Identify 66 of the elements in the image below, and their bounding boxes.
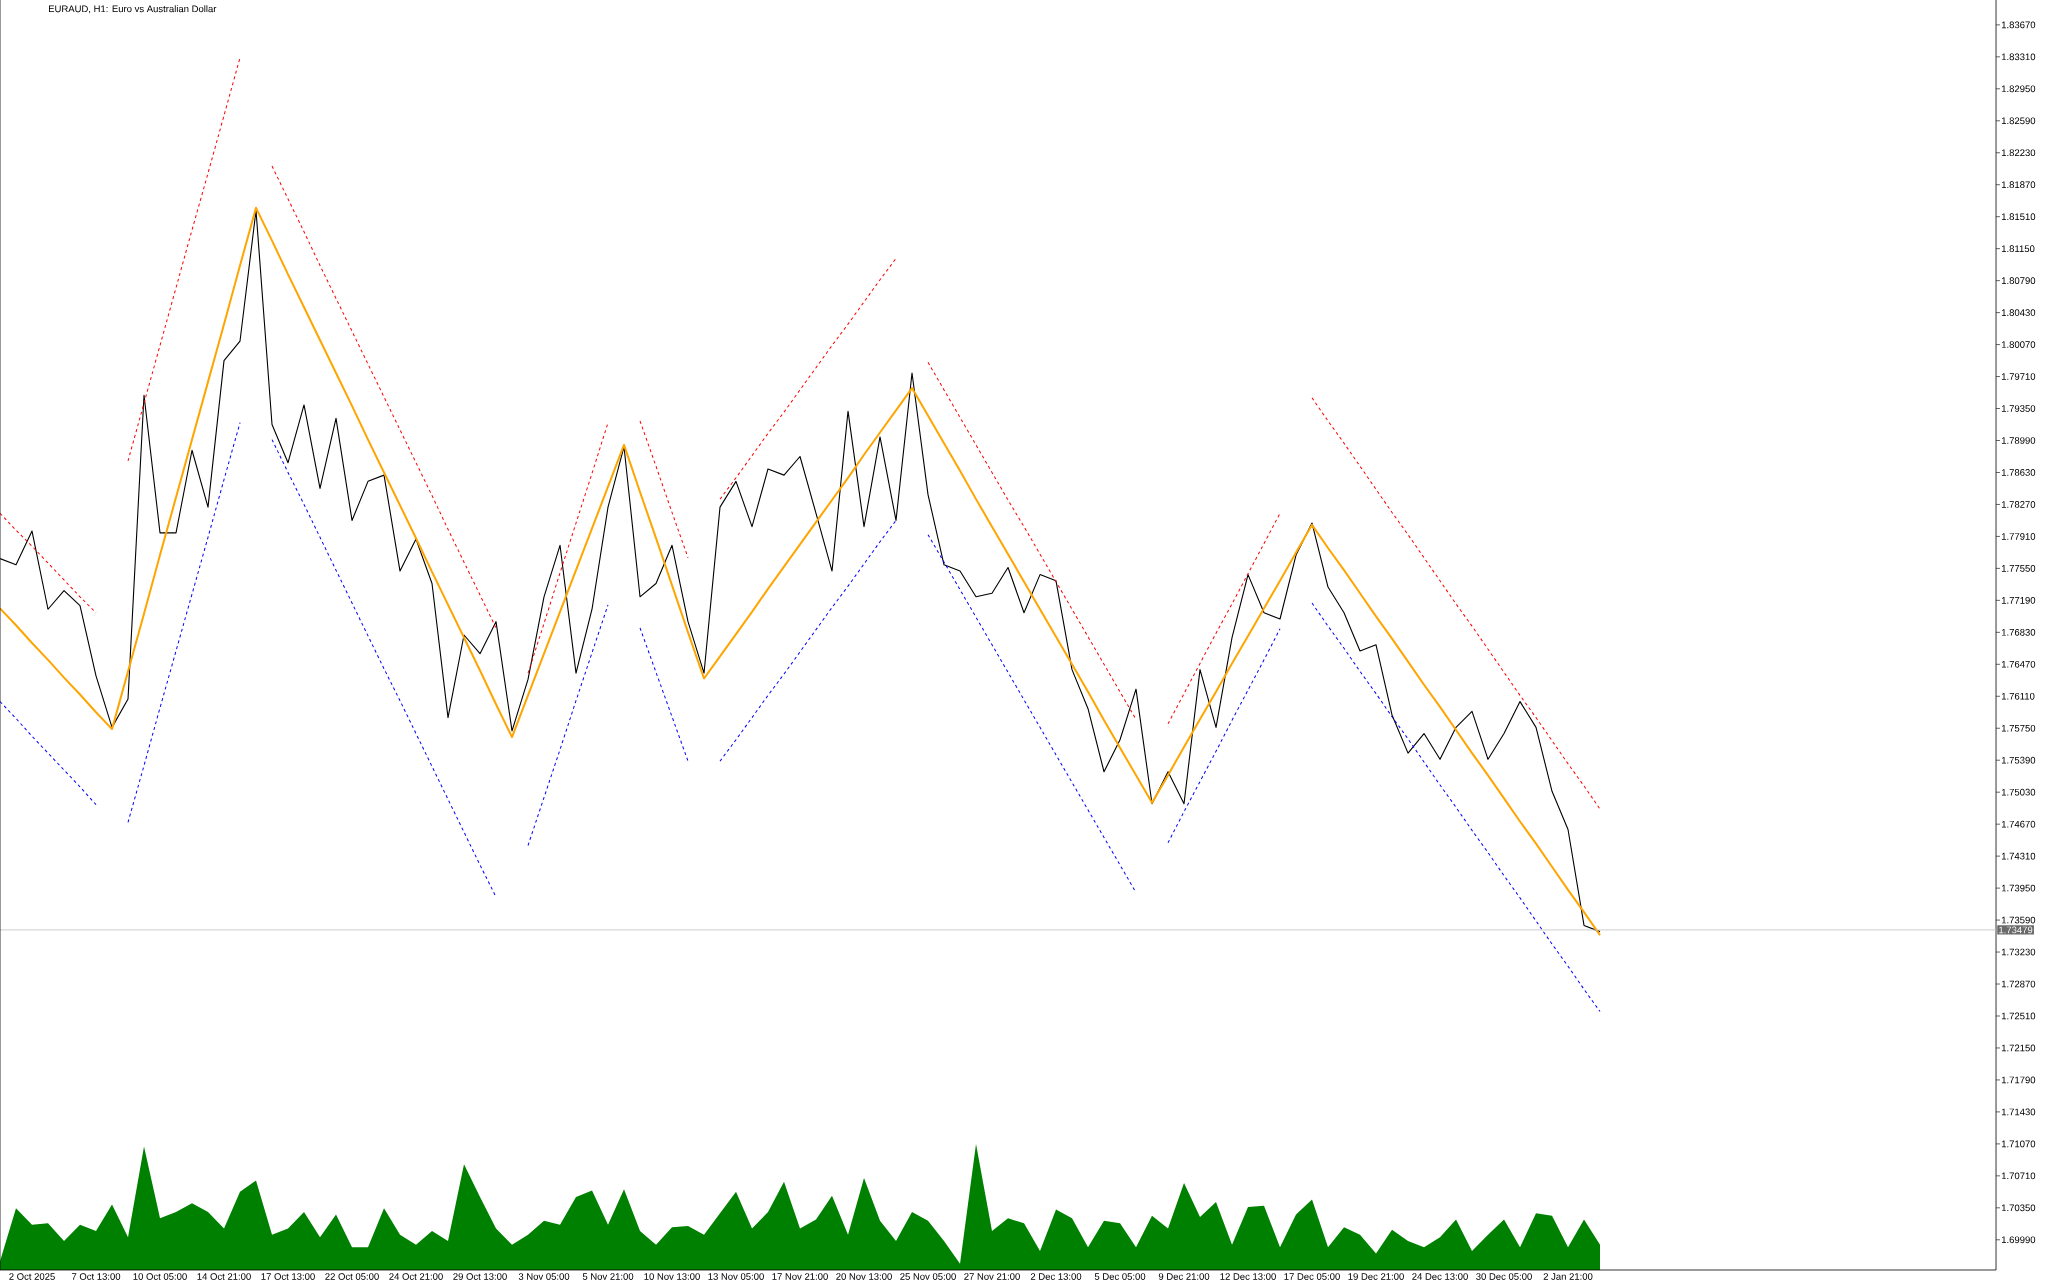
x-tick-label: 22 Oct 05:00: [325, 1273, 379, 1280]
x-tick-label: 20 Nov 13:00: [836, 1273, 892, 1280]
x-tick-label: 17 Oct 13:00: [261, 1273, 315, 1280]
y-tick-label: 1.80070: [2001, 341, 2036, 348]
y-tick-label: 1.82590: [2001, 117, 2036, 125]
y-tick-label: 1.79350: [2001, 405, 2036, 412]
y-tick-label: 1.82230: [2001, 149, 2036, 157]
x-tick-label: 5 Nov 21:00: [582, 1273, 634, 1280]
y-tick-label: 1.78630: [2001, 469, 2036, 476]
y-tick-label: 1.80430: [2001, 309, 2036, 316]
y-tick-label: 1.74670: [2001, 820, 2036, 828]
y-tick-label: 1.78990: [2001, 437, 2036, 444]
y-tick-label: 1.83310: [2001, 53, 2036, 61]
y-tick-label: 1.77550: [2001, 565, 2036, 572]
x-tick-label: 5 Dec 05:00: [1094, 1273, 1146, 1280]
y-tick-label: 1.71430: [2001, 1108, 2036, 1116]
x-tick-label: 17 Dec 05:00: [1284, 1273, 1340, 1280]
x-tick-label: 12 Dec 13:00: [1220, 1273, 1276, 1280]
x-tick-label: 30 Dec 05:00: [1476, 1273, 1532, 1280]
y-tick-label: 1.78270: [2001, 501, 2036, 508]
x-tick-label: 25 Nov 05:00: [900, 1273, 956, 1280]
y-tick-label: 1.73950: [2001, 884, 2036, 892]
chart-title: EURAUD, H1: Euro vs Australian Dollar: [49, 5, 217, 14]
x-tick-label: 17 Nov 21:00: [772, 1273, 828, 1280]
x-tick-label: 24 Oct 21:00: [389, 1273, 443, 1280]
y-tick-label: 1.77910: [2001, 533, 2036, 540]
y-tick-label: 1.75750: [2001, 724, 2036, 732]
x-tick-label: 29 Oct 13:00: [453, 1273, 507, 1280]
y-tick-label: 1.70350: [2001, 1204, 2036, 1212]
x-tick-label: 3 Nov 05:00: [518, 1273, 570, 1280]
x-tick-label: 19 Dec 21:00: [1348, 1273, 1404, 1280]
x-tick-label: 2 Oct 2025: [9, 1273, 55, 1280]
y-tick-label: 1.71790: [2001, 1076, 2036, 1084]
ref-line-label: 1.73479: [1999, 926, 2033, 934]
x-tick-label: 10 Nov 13:00: [644, 1273, 700, 1280]
x-tick-label: 27 Nov 21:00: [964, 1273, 1020, 1280]
y-tick-label: 1.70710: [2001, 1172, 2036, 1180]
y-tick-label: 1.80790: [2001, 277, 2036, 285]
y-tick-label: 1.69990: [2001, 1236, 2036, 1244]
x-tick-label: 9 Dec 21:00: [1158, 1273, 1210, 1280]
y-tick-label: 1.83670: [2001, 21, 2036, 29]
y-tick-label: 1.75390: [2001, 756, 2036, 764]
y-tick-label: 1.76110: [2001, 692, 2035, 700]
y-tick-label: 1.75030: [2001, 788, 2036, 796]
y-tick-label: 1.74310: [2001, 852, 2036, 860]
x-tick-label: 2 Dec 13:00: [1030, 1273, 1082, 1280]
y-tick-label: 1.76830: [2001, 628, 2036, 636]
y-tick-label: 1.77190: [2001, 596, 2036, 604]
y-tick-label: 1.81150: [2001, 245, 2035, 253]
y-tick-label: 1.72870: [2001, 980, 2036, 988]
y-tick-label: 1.79710: [2001, 373, 2036, 380]
y-tick-label: 1.72150: [2001, 1044, 2036, 1052]
x-tick-label: 14 Oct 21:00: [197, 1273, 251, 1280]
x-tick-label: 24 Dec 13:00: [1412, 1273, 1468, 1280]
x-tick-label: 2 Jan 21:00: [1543, 1273, 1593, 1280]
x-tick-label: 10 Oct 05:00: [133, 1273, 187, 1280]
y-tick-label: 1.76470: [2001, 660, 2036, 668]
y-tick-label: 1.81870: [2001, 181, 2036, 189]
y-tick-label: 1.71070: [2001, 1140, 2036, 1148]
x-tick-label: 13 Nov 05:00: [708, 1273, 764, 1280]
x-tick-label: 7 Oct 13:00: [71, 1273, 121, 1280]
y-tick-label: 1.72510: [2001, 1012, 2036, 1020]
y-tick-label: 1.73230: [2001, 948, 2036, 956]
y-tick-label: 1.82950: [2001, 85, 2036, 93]
y-tick-label: 1.73590: [2001, 916, 2036, 924]
y-tick-label: 1.81510: [2001, 213, 2036, 221]
